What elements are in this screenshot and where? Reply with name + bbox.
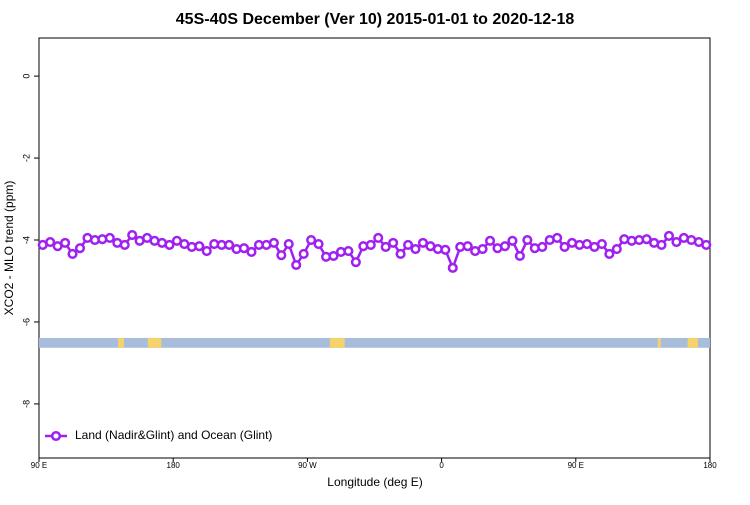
data-point [45,237,56,248]
y-tick-label: -6 [21,318,31,326]
data-point [238,243,250,254]
data-point [74,243,86,254]
data-point [522,234,533,246]
data-point [328,250,339,262]
data-point [596,239,607,250]
data-point [365,239,376,250]
data-point [119,239,130,250]
data-point [380,241,391,253]
land-patch [118,337,124,348]
legend-marker [50,430,62,442]
y-tick-label: 0 [21,74,31,79]
data-point [477,243,488,255]
data-point [462,241,473,252]
land-patch [329,337,345,348]
data-point [67,248,78,259]
x-tick-label: 90 W [298,461,317,470]
y-tick-label: -2 [21,154,31,162]
data-point [164,239,175,250]
legend-label: Land (Nadir&Glint) and Ocean (Glint) [75,428,272,442]
x-tick-label: 0 [439,461,444,470]
data-point [485,235,496,246]
data-point [373,232,384,244]
data-point [656,239,667,250]
data-point [313,239,324,250]
y-axis-label: XCO2 - MLO trend (ppm) [2,181,16,316]
data-point [611,243,622,255]
data-point [127,230,138,241]
data-point [552,232,563,244]
data-point [350,257,361,268]
data-point [291,259,302,271]
data-point [447,262,458,273]
data-point [306,234,317,246]
data-point [268,237,279,248]
x-tick-label: 90 E [568,461,584,470]
data-point [514,250,525,262]
data-point [641,234,652,245]
data-point [395,248,406,259]
data-point [104,232,115,244]
land-patch [147,337,162,348]
data-point [201,246,212,257]
data-point [403,239,414,250]
data-point [224,239,235,250]
data-point [298,248,309,259]
land-patch [687,337,699,348]
data-point [410,243,421,255]
data-point [440,244,451,255]
data-point [671,237,682,248]
data-point [559,241,570,253]
data-point [60,237,71,248]
data-point [663,230,675,241]
data-point [604,248,615,259]
y-tick-label: -8 [21,400,31,408]
data-point [537,241,548,253]
data-point [701,239,712,250]
x-axis-label: Longitude (deg E) [327,475,422,489]
data-point [499,241,511,252]
chart-title: 45S-40S December (Ver 10) 2015-01-01 to … [176,11,575,28]
data-point [194,241,205,252]
data-point [507,235,518,246]
data-point [246,246,257,257]
data-point [388,237,399,248]
x-tick-label: 180 [703,461,717,470]
x-tick-label: 90 E [31,461,47,470]
land-patch [657,337,661,348]
data-point [343,246,354,257]
y-tick-label: -4 [21,236,31,244]
x-tick-label: 180 [167,461,181,470]
ocean-band [39,337,710,348]
data-point [276,250,287,261]
data-point [283,239,294,250]
